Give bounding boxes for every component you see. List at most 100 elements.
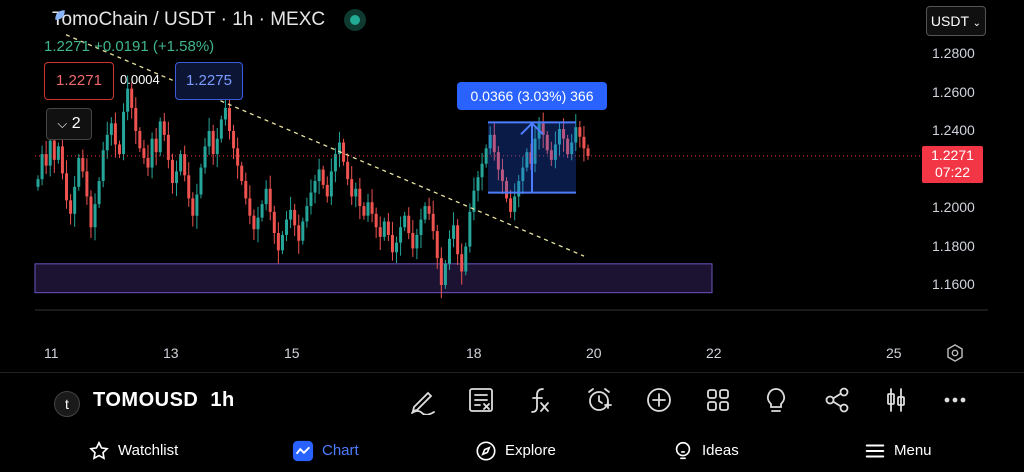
candle-body bbox=[484, 148, 488, 164]
news-icon[interactable] bbox=[466, 385, 496, 415]
symbol-interval[interactable]: TOMOUSD 1h bbox=[93, 389, 235, 412]
share-icon[interactable] bbox=[822, 385, 852, 415]
candle-body bbox=[117, 144, 121, 155]
draw-icon[interactable] bbox=[408, 385, 438, 415]
candle-body bbox=[452, 225, 456, 239]
compass-icon bbox=[476, 441, 496, 461]
settings-icon[interactable] bbox=[946, 344, 964, 362]
candle-body bbox=[264, 188, 268, 205]
price-change: +0.0191 (+1.58%) bbox=[94, 38, 215, 55]
nav-menu[interactable]: Menu bbox=[864, 430, 932, 472]
bottom-toolbar: t TOMOUSD 1h bbox=[0, 372, 1024, 431]
candle-body bbox=[93, 204, 97, 228]
indicators-collapse-button[interactable]: ⌵ 2 bbox=[46, 108, 92, 140]
candle-body bbox=[366, 202, 370, 216]
nav-ideas[interactable]: Ideas bbox=[672, 430, 739, 472]
candle-body bbox=[549, 150, 553, 160]
price-change-line: 1.2271 +0.0191 (+1.58%) bbox=[44, 38, 214, 55]
candle-body bbox=[395, 242, 399, 253]
current-price-value: 1.2271 bbox=[931, 147, 974, 163]
candle-body bbox=[227, 107, 231, 131]
candle-body bbox=[293, 209, 297, 226]
candle-body bbox=[175, 171, 179, 183]
candle-body bbox=[582, 136, 586, 149]
candle-body bbox=[81, 157, 85, 172]
symbol-title: TomoChain / USDT · 1h · MEXC bbox=[52, 9, 326, 31]
add-icon[interactable] bbox=[644, 385, 674, 415]
demand-zone[interactable] bbox=[34, 263, 713, 294]
symbol-logo-icon: t bbox=[54, 391, 80, 417]
candle-body bbox=[126, 88, 130, 112]
candle-body bbox=[321, 169, 325, 185]
time-tick: 18 bbox=[466, 345, 482, 361]
candle-body bbox=[69, 200, 73, 214]
candle-body bbox=[113, 123, 117, 145]
candle-body bbox=[545, 134, 549, 151]
measure-tool[interactable] bbox=[488, 121, 576, 194]
trend-line[interactable] bbox=[65, 34, 585, 257]
candle-body bbox=[191, 198, 195, 216]
price-tick: 1.2600 bbox=[932, 83, 975, 100]
candle-body bbox=[427, 206, 431, 214]
candle-body bbox=[146, 157, 150, 168]
candle-body bbox=[468, 211, 472, 247]
candle-body bbox=[439, 258, 443, 285]
candle-body bbox=[586, 148, 590, 157]
candle-body bbox=[342, 142, 346, 162]
bulb-icon bbox=[675, 441, 691, 460]
chart-icon bbox=[292, 440, 314, 462]
candle-body bbox=[199, 167, 203, 195]
candle-body bbox=[240, 165, 244, 182]
candle-body bbox=[101, 150, 105, 182]
candle-body bbox=[358, 188, 362, 207]
candle-body bbox=[73, 186, 77, 214]
candle-body bbox=[280, 234, 284, 251]
candle-body bbox=[419, 219, 423, 235]
candle-body bbox=[56, 146, 60, 160]
price-tick: 1.2800 bbox=[932, 45, 975, 61]
more-icon[interactable] bbox=[940, 385, 970, 415]
candle-body bbox=[166, 134, 170, 160]
market-status-icon[interactable] bbox=[344, 9, 367, 31]
candle-body bbox=[44, 154, 48, 166]
candle-body bbox=[109, 123, 113, 135]
arrow-up-icon bbox=[520, 121, 544, 136]
candle-body bbox=[557, 129, 561, 145]
nav-watchlist[interactable]: Watchlist bbox=[88, 430, 178, 472]
candle-body bbox=[285, 219, 289, 235]
time-tick: 22 bbox=[706, 345, 722, 361]
chart-title[interactable]: TomoChain / USDT · 1h · MEXC bbox=[52, 9, 367, 31]
nav-explore[interactable]: Explore bbox=[475, 430, 556, 472]
layouts-icon[interactable] bbox=[703, 385, 733, 415]
buy-button[interactable]: 1.2275 bbox=[175, 62, 243, 100]
candle-body bbox=[223, 107, 227, 120]
bar-countdown: 07:22 bbox=[934, 164, 971, 180]
candle-body bbox=[187, 175, 191, 199]
alert-icon[interactable] bbox=[584, 385, 614, 415]
ideas-bulb-icon[interactable] bbox=[761, 385, 791, 415]
candle-body bbox=[378, 227, 382, 237]
currency-selector[interactable]: USDT ⌄ bbox=[926, 6, 986, 36]
candle-body bbox=[48, 140, 52, 166]
candle-body bbox=[566, 138, 570, 155]
price-tick: 1.2400 bbox=[932, 122, 975, 138]
candle-body bbox=[578, 127, 582, 137]
candle-body bbox=[232, 131, 236, 149]
nav-label: Menu bbox=[894, 442, 932, 459]
candle-body bbox=[36, 179, 40, 187]
nav-chart[interactable]: Chart bbox=[292, 430, 359, 472]
hamburger-icon bbox=[865, 444, 885, 458]
currency-label: USDT bbox=[930, 13, 969, 29]
indicators-icon[interactable] bbox=[525, 385, 555, 415]
candle-body bbox=[297, 225, 301, 241]
chart-type-icon[interactable] bbox=[881, 385, 911, 415]
candle-body bbox=[207, 131, 211, 147]
nav-label: Ideas bbox=[702, 442, 739, 459]
candle-body bbox=[350, 179, 354, 197]
candle-body bbox=[513, 196, 517, 212]
candle-body bbox=[562, 129, 566, 139]
candle-body bbox=[423, 206, 427, 220]
time-tick: 15 bbox=[284, 345, 300, 361]
sell-button[interactable]: 1.2271 bbox=[44, 62, 114, 100]
